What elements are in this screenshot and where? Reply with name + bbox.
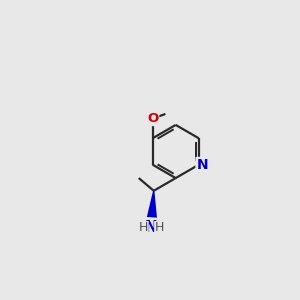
Text: N: N bbox=[196, 158, 208, 172]
Polygon shape bbox=[147, 191, 157, 218]
Text: O: O bbox=[147, 112, 158, 125]
Text: H: H bbox=[139, 221, 148, 234]
Text: H: H bbox=[154, 221, 164, 234]
Text: N: N bbox=[145, 220, 158, 235]
